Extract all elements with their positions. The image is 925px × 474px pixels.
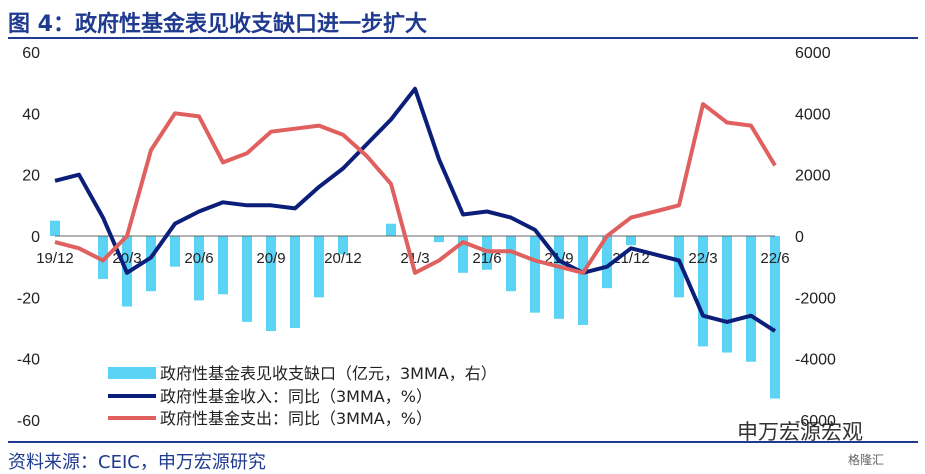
x-tick-label: 20/6 — [184, 250, 213, 267]
source-note: 资料来源：CEIC，申万宏源研究 — [8, 452, 266, 473]
bar-mark — [98, 236, 108, 279]
y-left-tick-label: 0 — [31, 229, 40, 246]
y-right-tick-label: 0 — [795, 229, 804, 246]
bar-mark — [722, 236, 732, 353]
revenue-line — [54, 86, 777, 333]
y-right-tick-label: -6000 — [795, 413, 836, 430]
y-left-tick-label: 60 — [22, 45, 40, 62]
y-left-tick-label: -20 — [17, 290, 40, 307]
legend-label: 政府性基金收入：同比（3MMA，%） — [160, 387, 432, 406]
bar-mark — [242, 236, 252, 322]
x-tick-label: 21/3 — [400, 250, 429, 267]
y-right-tick-label: 2000 — [795, 168, 831, 185]
title-rule — [8, 37, 918, 39]
bar-mark — [194, 236, 204, 301]
bar-mark — [386, 223, 396, 236]
bar-mark — [602, 236, 612, 289]
y-right-tick-label: -2000 — [795, 290, 836, 307]
footer-rule — [8, 441, 918, 443]
x-tick-label: 22/6 — [760, 250, 789, 267]
legend-label: 政府性基金表见收支缺口（亿元，3MMA，右） — [160, 364, 497, 383]
bar-mark — [698, 236, 708, 347]
bar-mark — [506, 236, 516, 292]
chart-title: 图 4：政府性基金表见收支缺口进一步扩大 — [8, 12, 427, 37]
bar-mark — [314, 236, 324, 298]
bar-mark — [458, 236, 468, 273]
bar-mark — [266, 236, 276, 332]
y-left-tick-label: 40 — [22, 106, 40, 123]
y-left-tick-label: -60 — [17, 413, 40, 430]
legend-swatch-bar — [108, 367, 156, 379]
bar-mark — [554, 236, 564, 319]
x-tick-label: 21/6 — [472, 250, 501, 267]
bar-mark — [674, 236, 684, 298]
bar-mark — [746, 236, 756, 362]
watermark-sub: 格隆汇 — [848, 453, 885, 467]
bar-mark — [626, 236, 636, 246]
bar-mark — [434, 236, 444, 243]
x-tick-label: 19/12 — [36, 250, 74, 267]
y-left-tick-label: -40 — [17, 352, 40, 369]
bar-mark — [338, 236, 348, 255]
bar-mark — [290, 236, 300, 328]
bar-mark — [146, 236, 156, 292]
bar-mark — [530, 236, 540, 313]
bar-mark — [218, 236, 228, 295]
bar-mark — [578, 236, 588, 325]
y-left-tick-label: 20 — [22, 168, 40, 185]
x-tick-label: 20/9 — [256, 250, 285, 267]
bar-mark — [170, 236, 180, 267]
expenditure-line — [54, 102, 777, 275]
x-tick-label: 20/12 — [324, 250, 362, 267]
y-right-tick-label: 6000 — [795, 45, 831, 62]
x-tick-label: 22/3 — [688, 250, 717, 267]
legend-label: 政府性基金支出：同比（3MMA，%） — [160, 409, 432, 428]
bar-mark — [50, 220, 60, 236]
y-right-tick-label: 4000 — [795, 106, 831, 123]
y-right-tick-label: -4000 — [795, 352, 836, 369]
bar-mark — [770, 236, 780, 399]
watermark: 申万宏源宏观 — [737, 420, 863, 444]
